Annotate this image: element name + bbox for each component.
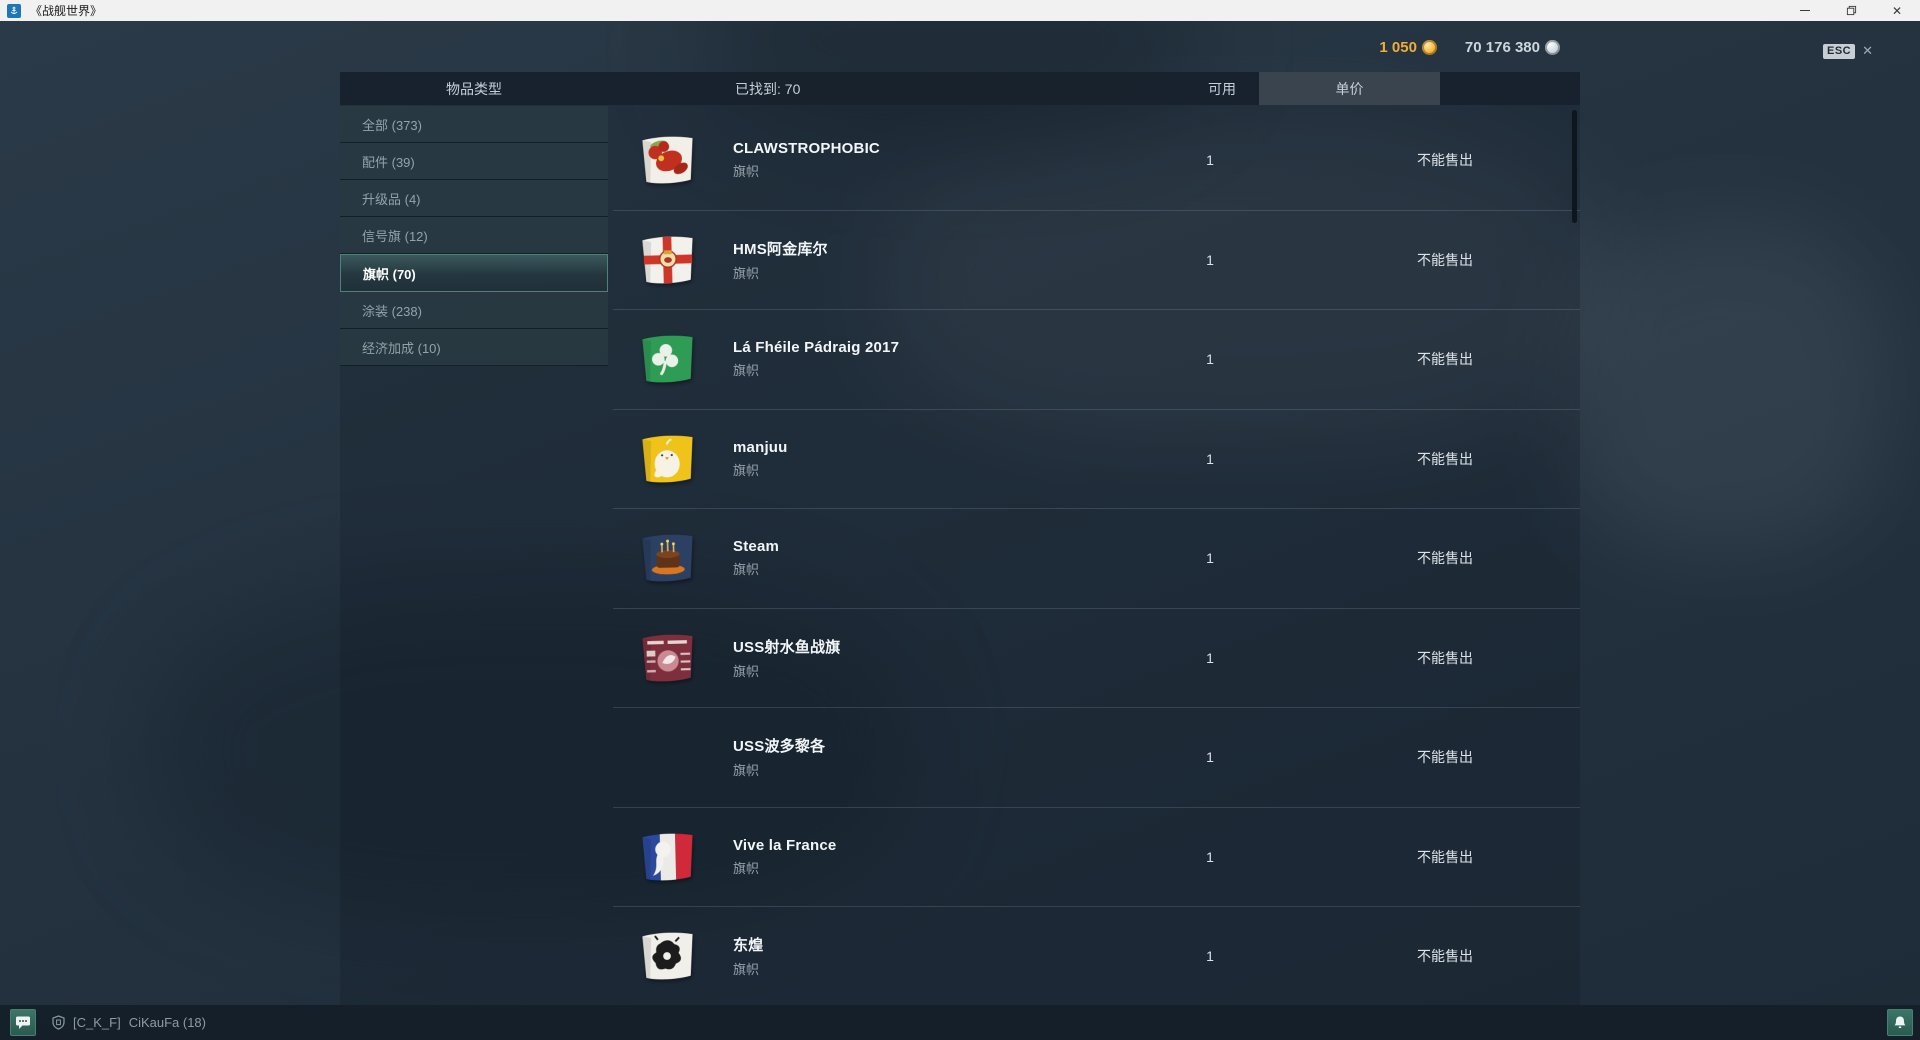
flag-icon xyxy=(636,629,699,687)
item-title: USS射水鱼战旗 xyxy=(733,638,841,656)
credits-amount: 70 176 380 xyxy=(1464,38,1540,56)
credits-balance: 70 176 380 xyxy=(1465,39,1560,56)
item-list: CLAWSTROPHOBIC 旗帜 1 不能售出 HMS阿金库尔 旗帜 1 不能… xyxy=(613,110,1580,1006)
item-sell-status: 不能售出 xyxy=(1417,948,1473,965)
item-count: 1 xyxy=(1206,151,1214,168)
category-sidebar: 全部 (373) 配件 (39) 升级品 (4) 信号旗 (12) 旗帜 (70… xyxy=(340,106,608,366)
item-sell-status: 不能售出 xyxy=(1417,749,1473,766)
inventory-row[interactable]: 东煌 旗帜 1 不能售出 xyxy=(613,906,1580,1006)
inventory-row[interactable]: Vive la France 旗帜 1 不能售出 xyxy=(613,806,1580,907)
flag-icon xyxy=(636,330,699,388)
flag-icon xyxy=(636,927,699,985)
inventory-row[interactable]: CLAWSTROPHOBIC 旗帜 1 不能售出 xyxy=(613,110,1580,210)
item-sell-status: 不能售出 xyxy=(1417,649,1473,666)
flag-icon xyxy=(636,828,699,886)
item-count: 1 xyxy=(1206,848,1214,865)
background-blur-shape xyxy=(150,581,910,921)
sidebar-item-0[interactable]: 全部 (373) xyxy=(340,106,608,143)
item-count: 1 xyxy=(1206,649,1214,666)
gold-balance: 1 050 xyxy=(1379,39,1437,56)
inventory-row[interactable]: manjuu 旗帜 1 不能售出 xyxy=(613,408,1580,509)
item-category: 旗帜 xyxy=(733,163,760,179)
item-sell-status: 不能售出 xyxy=(1417,848,1473,865)
scrollbar-thumb[interactable] xyxy=(1572,110,1577,223)
flag-icon xyxy=(636,131,699,189)
sidebar-item-6[interactable]: 经济加成 (10) xyxy=(340,329,608,366)
header-sort-available[interactable]: 可用 xyxy=(1208,80,1236,97)
item-category: 旗帜 xyxy=(733,462,760,478)
item-title: Vive la France xyxy=(733,836,837,854)
header-item-type: 物品类型 xyxy=(446,80,502,97)
restore-icon[interactable] xyxy=(1828,0,1874,21)
item-sell-status: 不能售出 xyxy=(1417,351,1473,368)
inventory-row[interactable]: HMS阿金库尔 旗帜 1 不能售出 xyxy=(613,209,1580,310)
close-icon[interactable]: ✕ xyxy=(1891,3,1903,18)
sidebar-item-3[interactable]: 信号旗 (12) xyxy=(340,217,608,254)
inventory-row[interactable]: USS射水鱼战旗 旗帜 1 不能售出 xyxy=(613,607,1580,708)
sidebar-item-2[interactable]: 升级品 (4) xyxy=(340,180,608,217)
notification-bell-icon xyxy=(1894,1016,1906,1028)
item-category: 旗帜 xyxy=(733,265,760,281)
item-title: Lá Fhéile Pádraig 2017 xyxy=(733,339,900,357)
item-category: 旗帜 xyxy=(733,860,760,876)
item-count: 1 xyxy=(1206,550,1214,567)
esc-key-badge[interactable]: ESC xyxy=(1823,43,1856,59)
flag-icon xyxy=(636,231,699,289)
flag-icon xyxy=(636,430,699,488)
silver-coin-icon xyxy=(1545,39,1560,55)
sidebar-item-4[interactable]: 旗帜 (70) xyxy=(340,254,608,292)
notifications-button[interactable] xyxy=(1887,1009,1913,1036)
item-category: 旗帜 xyxy=(733,962,760,978)
gold-amount: 1 050 xyxy=(1379,38,1417,56)
minimize-icon[interactable] xyxy=(1782,0,1828,21)
game-stage: 1 050 70 176 380 ESC ✕ 物品类型 已找到: 70 可用 单… xyxy=(0,21,1920,1040)
flag-icon xyxy=(636,529,699,587)
os-titlebar: 《战舰世界》 ✕ xyxy=(0,0,1920,21)
item-count: 1 xyxy=(1206,450,1214,467)
background-blur-shape xyxy=(880,121,1600,451)
item-count: 1 xyxy=(1206,749,1214,766)
currency-bar: 1 050 70 176 380 xyxy=(1000,37,1560,57)
item-title: CLAWSTROPHOBIC xyxy=(733,139,880,157)
close-panel-icon[interactable]: ✕ xyxy=(1862,43,1874,58)
background-blur-shape xyxy=(1560,221,1890,551)
item-count: 1 xyxy=(1206,251,1214,268)
anchor-icon xyxy=(7,3,21,18)
item-title: 东煌 xyxy=(733,937,764,955)
window-title: 《战舰世界》 xyxy=(30,4,103,18)
player-info[interactable]: [C_K_F] CiKauFa (18) xyxy=(52,1005,206,1040)
item-title: Steam xyxy=(733,538,780,556)
inventory-row[interactable]: Lá Fhéile Pádraig 2017 旗帜 1 不能售出 xyxy=(613,309,1580,409)
inventory-row[interactable]: USS波多黎各 旗帜 1 不能售出 xyxy=(613,707,1580,807)
item-category: 旗帜 xyxy=(733,663,760,679)
item-count: 1 xyxy=(1206,948,1214,965)
player-name: CiKauFa (18) xyxy=(128,1015,206,1030)
item-category: 旗帜 xyxy=(733,363,760,379)
clan-shield-icon xyxy=(52,1015,65,1030)
clan-tag: [C_K_F] xyxy=(73,1015,121,1030)
item-title: manjuu xyxy=(733,438,788,456)
item-title: USS波多黎各 xyxy=(733,738,826,756)
item-sell-status: 不能售出 xyxy=(1417,550,1473,567)
escape-close-group: ESC ✕ xyxy=(1823,43,1873,59)
bottom-bar: [C_K_F] CiKauFa (18) xyxy=(0,1005,1920,1040)
item-count: 1 xyxy=(1206,351,1214,368)
inventory-row[interactable]: Steam 旗帜 1 不能售出 xyxy=(613,508,1580,608)
table-header: 物品类型 已找到: 70 可用 单价 xyxy=(340,72,1580,105)
item-sell-status: 不能售出 xyxy=(1417,450,1473,467)
header-sort-unit-price[interactable]: 单价 xyxy=(1259,72,1440,105)
gold-coin-icon xyxy=(1421,39,1437,55)
item-category: 旗帜 xyxy=(733,562,760,578)
item-sell-status: 不能售出 xyxy=(1417,251,1473,268)
item-category: 旗帜 xyxy=(733,763,760,779)
sidebar-item-1[interactable]: 配件 (39) xyxy=(340,143,608,180)
chat-bubble-icon xyxy=(16,1016,30,1029)
item-sell-status: 不能售出 xyxy=(1417,151,1473,168)
item-title: HMS阿金库尔 xyxy=(733,240,828,258)
chat-button[interactable] xyxy=(10,1009,36,1036)
header-found-count: 已找到: 70 xyxy=(735,80,801,97)
sidebar-item-5[interactable]: 涂装 (238) xyxy=(340,292,608,329)
